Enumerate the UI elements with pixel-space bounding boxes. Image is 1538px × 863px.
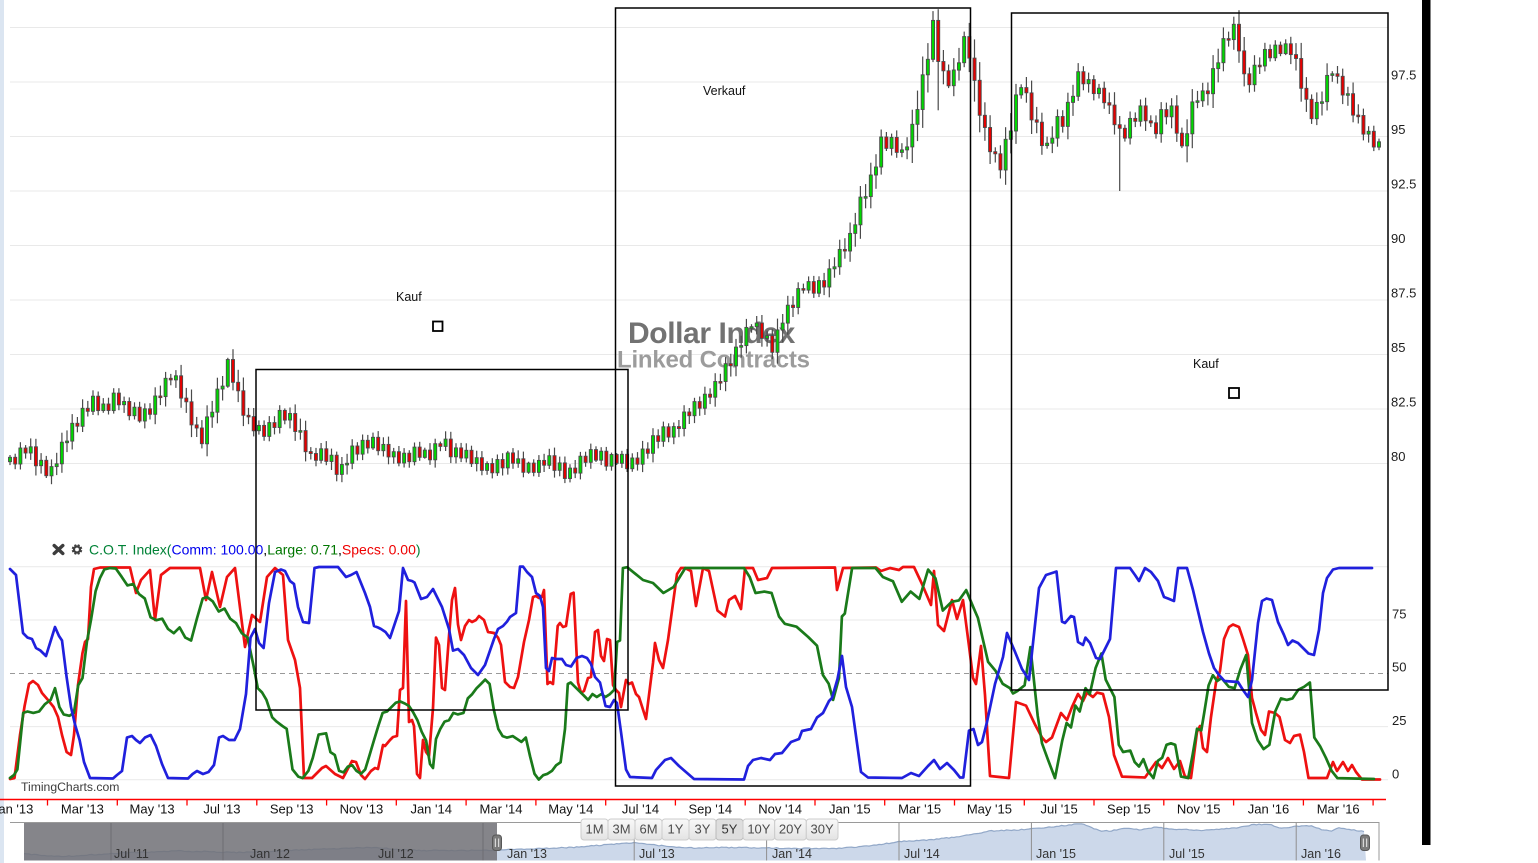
svg-text:Linked Contracts: Linked Contracts [617, 347, 810, 374]
svg-text:Jul '11: Jul '11 [114, 847, 149, 861]
svg-text:Jul '13: Jul '13 [639, 847, 675, 861]
svg-text:Sep '13: Sep '13 [270, 802, 314, 817]
svg-text:Jul '14: Jul '14 [622, 802, 659, 817]
svg-text:Jul '14: Jul '14 [904, 847, 940, 861]
svg-text:Jul '12: Jul '12 [378, 847, 414, 861]
svg-text:97.5: 97.5 [1391, 68, 1416, 83]
svg-text:Jul '15: Jul '15 [1041, 802, 1078, 817]
svg-text:Jan '12: Jan '12 [250, 847, 290, 861]
svg-text:May '15: May '15 [967, 802, 1012, 817]
svg-text:0: 0 [1392, 766, 1399, 781]
svg-text:Jan '16: Jan '16 [1301, 847, 1341, 861]
svg-text:82.5: 82.5 [1391, 395, 1416, 410]
svg-text:Nov '13: Nov '13 [340, 802, 384, 817]
svg-text:TimingCharts.com: TimingCharts.com [21, 780, 119, 794]
svg-text:May '14: May '14 [548, 802, 593, 817]
svg-text:Dollar Index: Dollar Index [628, 317, 796, 350]
svg-text:30Y: 30Y [811, 822, 834, 837]
svg-text:May '13: May '13 [130, 802, 175, 817]
svg-text:3M: 3M [612, 822, 630, 837]
svg-text:Mar '13: Mar '13 [61, 802, 104, 817]
svg-text:95: 95 [1391, 122, 1405, 137]
svg-text:25: 25 [1392, 713, 1406, 728]
svg-text:Jan '15: Jan '15 [829, 802, 871, 817]
svg-text:90: 90 [1391, 231, 1405, 246]
svg-text:Jul '13: Jul '13 [203, 802, 240, 817]
svg-text:Sep '14: Sep '14 [688, 802, 732, 817]
svg-text:Jan '13: Jan '13 [0, 802, 33, 817]
svg-text:20Y: 20Y [779, 822, 802, 837]
svg-text:85: 85 [1391, 340, 1405, 355]
svg-text:92.5: 92.5 [1391, 177, 1416, 192]
svg-text:Mar '15: Mar '15 [898, 802, 941, 817]
svg-text:Nov '14: Nov '14 [758, 802, 802, 817]
svg-text:Jan '15: Jan '15 [1036, 847, 1076, 861]
svg-text:Kauf: Kauf [396, 290, 422, 304]
svg-text:Mar '16: Mar '16 [1317, 802, 1360, 817]
svg-text:10Y: 10Y [747, 822, 770, 837]
svg-text:6M: 6M [639, 822, 657, 837]
svg-text:Nov '15: Nov '15 [1177, 802, 1221, 817]
svg-text:1M: 1M [585, 822, 603, 837]
svg-text:Jan '13: Jan '13 [507, 847, 547, 861]
svg-text:Verkauf: Verkauf [703, 84, 746, 98]
svg-text:Jan '16: Jan '16 [1248, 802, 1290, 817]
svg-text:75: 75 [1392, 607, 1406, 622]
svg-text:5Y: 5Y [722, 822, 738, 837]
svg-text:Sep '15: Sep '15 [1107, 802, 1151, 817]
svg-text:1Y: 1Y [668, 822, 684, 837]
svg-text:3Y: 3Y [695, 822, 711, 837]
svg-text:Jan '14: Jan '14 [410, 802, 452, 817]
svg-text:50: 50 [1392, 660, 1406, 675]
svg-text:C.O.T. Index(Comm: 100.00,Larg: C.O.T. Index(Comm: 100.00,Large: 0.71,Sp… [89, 542, 421, 558]
svg-text:Mar '14: Mar '14 [480, 802, 523, 817]
svg-text:80: 80 [1391, 449, 1405, 464]
svg-text:Jul '15: Jul '15 [1169, 847, 1205, 861]
svg-text:Jan '14: Jan '14 [772, 847, 812, 861]
svg-text:Kauf: Kauf [1193, 357, 1219, 371]
svg-text:87.5: 87.5 [1391, 286, 1416, 301]
